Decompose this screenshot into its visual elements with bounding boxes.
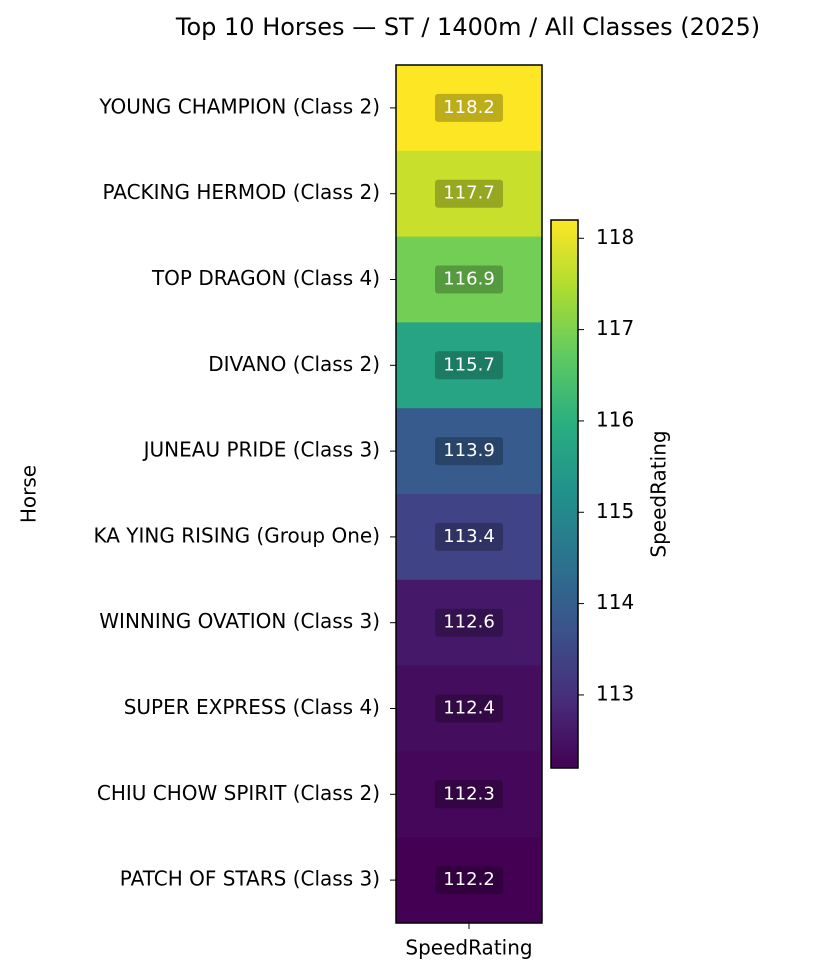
- value-label-bg: [435, 351, 503, 380]
- y-tick-label: KA YING RISING (Group One): [93, 523, 380, 547]
- x-tick-label: SpeedRating: [405, 936, 532, 960]
- y-tick-label: WINNING OVATION (Class 3): [99, 609, 380, 633]
- heatmap-cell: [396, 236, 542, 323]
- value-label: 112.3: [443, 783, 495, 804]
- value-label-bg: [435, 866, 503, 895]
- value-label-bg: [435, 522, 503, 551]
- value-label-bg: [435, 265, 503, 294]
- heatmap-cell: [396, 408, 542, 495]
- colorbar-label: SpeedRating: [647, 430, 671, 557]
- value-label-bg: [435, 437, 503, 466]
- y-tick-label: JUNEAU PRIDE (Class 3): [142, 438, 380, 462]
- value-label: 115.7: [443, 354, 495, 375]
- y-tick-label: PACKING HERMOD (Class 2): [102, 180, 380, 204]
- y-tick-label: PATCH OF STARS (Class 3): [120, 867, 380, 891]
- value-label: 113.4: [443, 526, 495, 547]
- chart-title: Top 10 Horses — ST / 1400m / All Classes…: [175, 13, 760, 41]
- value-label-bg: [435, 694, 503, 723]
- colorbar-tick-label: 118: [596, 225, 634, 249]
- heatmap-cell: [396, 837, 542, 924]
- heatmap-cell: [396, 494, 542, 581]
- value-label: 112.2: [443, 869, 495, 890]
- colorbar-tick-label: 117: [596, 316, 634, 340]
- value-label: 116.9: [443, 269, 495, 290]
- y-tick-label: DIVANO (Class 2): [208, 352, 380, 376]
- value-label: 113.9: [443, 440, 495, 461]
- colorbar-tick-label: 113: [596, 681, 634, 705]
- y-tick-label: TOP DRAGON (Class 4): [151, 266, 380, 290]
- value-label-bg: [435, 780, 503, 809]
- heatmap-cell: [396, 322, 542, 409]
- value-label: 112.4: [443, 698, 495, 719]
- colorbar-tick-label: 114: [596, 590, 634, 614]
- colorbar-tick-label: 116: [596, 407, 634, 431]
- y-tick-label: CHIU CHOW SPIRIT (Class 2): [97, 781, 380, 805]
- value-label-bg: [435, 179, 503, 208]
- y-axis-label: Horse: [17, 465, 41, 523]
- value-label: 112.6: [443, 612, 495, 633]
- heatmap-cell: [396, 751, 542, 838]
- heatmap-cell: [396, 65, 542, 152]
- value-label: 118.2: [443, 97, 495, 118]
- heatmap-cell: [396, 665, 542, 752]
- heatmap-cell: [396, 579, 542, 667]
- value-label-bg: [435, 608, 503, 637]
- value-label: 117.7: [443, 183, 495, 204]
- value-label-bg: [435, 93, 503, 122]
- y-tick-label: SUPER EXPRESS (Class 4): [124, 695, 380, 719]
- heatmap-cell: [396, 150, 542, 238]
- y-tick-label: YOUNG CHAMPION (Class 2): [98, 94, 380, 118]
- colorbar-tick-label: 115: [596, 499, 634, 523]
- colorbar: [550, 219, 579, 769]
